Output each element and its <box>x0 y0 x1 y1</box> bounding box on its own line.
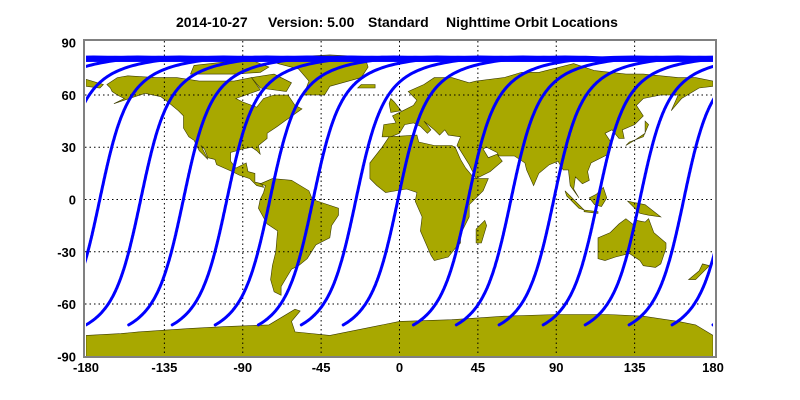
orbit-track <box>627 97 713 327</box>
y-axis-ticks: 90 60 30 0 -30 -60 -90 <box>57 36 76 365</box>
x-tick-label: -135 <box>151 360 177 375</box>
y-tick-label: 0 <box>69 193 76 208</box>
landmass-north-america <box>106 75 303 188</box>
title-product: Nighttime Orbit Locations <box>446 14 618 30</box>
orbit-track <box>213 55 713 327</box>
title-date: 2014-10-27 <box>176 14 248 30</box>
landmass-africa <box>369 134 489 261</box>
orbit-track <box>454 55 713 327</box>
orbit-track <box>411 55 713 327</box>
title-version: Version: 5.00 <box>268 14 355 30</box>
grid-layer <box>85 41 715 356</box>
x-tick-label: 45 <box>471 360 485 375</box>
x-tick-label: -45 <box>312 360 331 375</box>
orbit-track <box>670 252 713 327</box>
orbit-track <box>86 55 636 104</box>
landmass-japan <box>625 120 649 146</box>
orbit-track <box>86 55 679 264</box>
orbit-track <box>86 58 93 62</box>
orbit-layer <box>86 55 800 327</box>
x-tick-label: -90 <box>233 360 252 375</box>
x-tick-label: 0 <box>396 360 403 375</box>
x-tick-label: 135 <box>624 360 646 375</box>
orbit-track <box>497 55 713 327</box>
orbit-track <box>86 55 592 69</box>
y-tick-label: -90 <box>57 349 76 364</box>
orbit-track <box>541 57 713 327</box>
landmass-australia <box>597 218 667 268</box>
orbit-track <box>341 55 713 327</box>
orbit-track <box>256 55 713 327</box>
x-tick-label: 90 <box>549 360 563 375</box>
orbit-track <box>756 57 800 325</box>
landmass-madagascar <box>475 219 487 244</box>
plot-frame <box>83 39 717 358</box>
x-axis-ticks: -180 -135 -90 -45 0 45 90 135 180 <box>73 360 724 375</box>
y-tick-label: -60 <box>57 297 76 312</box>
landmass-britain <box>388 97 402 113</box>
x-tick-label: -180 <box>73 360 99 375</box>
y-tick-label: -30 <box>57 245 76 260</box>
orbit-track <box>299 55 713 327</box>
x-tick-label: 180 <box>702 360 724 375</box>
title-mode: Standard <box>368 14 429 30</box>
orbit-track <box>711 323 713 327</box>
orbit-track <box>86 55 550 62</box>
landmass-sumatra <box>564 190 585 211</box>
landmass-iceland <box>356 84 376 89</box>
landmass-south-america <box>258 178 339 296</box>
orbit-track <box>86 58 308 62</box>
orbit-track <box>170 55 713 327</box>
y-tick-label: 30 <box>62 140 76 155</box>
landmass-new-guinea <box>626 200 662 218</box>
y-tick-label: 90 <box>62 36 76 51</box>
y-tick-label: 60 <box>62 88 76 103</box>
orbit-track <box>583 64 713 327</box>
